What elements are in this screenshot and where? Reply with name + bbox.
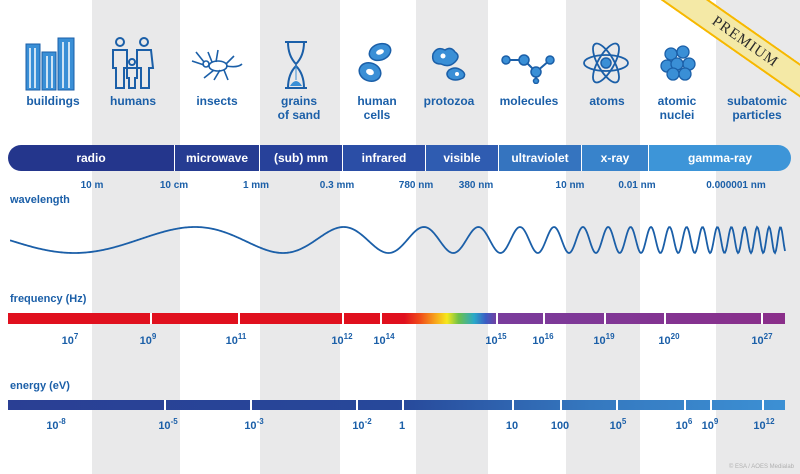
energy-bar-divider <box>560 400 562 410</box>
frequency-bar-divider <box>496 313 498 324</box>
frequency-label: 1020 <box>658 332 680 348</box>
frequency-label: 1014 <box>373 332 395 348</box>
band-sub-mm: (sub) mm <box>259 145 342 171</box>
energy-bar-divider <box>356 400 358 410</box>
band-radio: radio <box>8 145 174 171</box>
wavelength-tick: 1 mm <box>242 180 270 191</box>
nucleus-icon <box>660 45 696 81</box>
energy-bar-divider <box>512 400 514 410</box>
frequency-label: 1015 <box>485 332 507 348</box>
energy-bar-divider <box>684 400 686 410</box>
frequency-label: 1016 <box>532 332 554 348</box>
energy-label: 10-2 <box>352 417 372 433</box>
frequency-label: 1027 <box>751 332 773 348</box>
label-protozoa: protozoa <box>423 94 475 108</box>
energy-label: 10-8 <box>46 417 66 433</box>
wavelength-tick: 0.000001 nm <box>706 180 766 191</box>
energy-bar-divider <box>402 400 404 410</box>
energy-label: 106 <box>675 417 693 433</box>
energy-label: 1 <box>398 420 406 432</box>
energy-label: 1012 <box>753 417 775 433</box>
image-credit: © ESA / AOES Medialab <box>728 464 794 470</box>
wavelength-tick: 0.01 nm <box>618 180 656 191</box>
energy-label: 105 <box>609 417 627 433</box>
wavelength-wave <box>10 225 786 255</box>
wavelength-tick: 10 cm <box>159 180 189 191</box>
band-gamma-ray: gamma-ray <box>648 145 791 171</box>
frequency-title: frequency (Hz) <box>10 293 87 305</box>
band-ultraviolet: ultraviolet <box>498 145 581 171</box>
insect-icon <box>191 49 243 81</box>
frequency-bar-divider <box>543 313 545 324</box>
frequency-label: 1012 <box>331 332 353 348</box>
label-humans: humans <box>109 94 156 108</box>
energy-bar-divider <box>250 400 252 410</box>
frequency-bar-divider <box>238 313 240 324</box>
wavelength-tick: 780 nm <box>398 180 434 191</box>
protozoa-icon <box>431 47 466 81</box>
cells-icon <box>358 42 392 83</box>
band-microwave: microwave <box>174 145 259 171</box>
wavelength-tick: 380 nm <box>458 180 494 191</box>
label-grains-of-sand: grains of sand <box>277 94 321 122</box>
energy-bar-divider <box>164 400 166 410</box>
label-atoms: atoms <box>589 94 625 108</box>
label-subatomic-particles: subatomic particles <box>726 94 787 122</box>
wavelength-tick: 10 nm <box>555 180 585 191</box>
molecule-icon <box>501 54 555 84</box>
atom-icon <box>583 42 629 84</box>
label-molecules: molecules <box>499 94 559 108</box>
label-buildings: buildings <box>26 94 80 108</box>
band-visible: visible <box>425 145 498 171</box>
frequency-label: 109 <box>139 332 157 348</box>
energy-bar-divider <box>762 400 764 410</box>
frequency-bar-divider <box>380 313 382 324</box>
energy-label: 10-3 <box>244 417 264 433</box>
energy-title: energy (eV) <box>10 380 70 392</box>
band-x-ray: x-ray <box>581 145 648 171</box>
frequency-bar <box>8 313 785 324</box>
wavelength-title: wavelength <box>10 194 70 206</box>
frequency-bar-divider <box>150 313 152 324</box>
label-human-cells: human cells <box>357 94 397 122</box>
humans-icon <box>112 37 155 89</box>
wavelength-tick: 0.3 mm <box>319 180 355 191</box>
wavelength-tick: 10 m <box>80 180 104 191</box>
frequency-label: 1019 <box>593 332 615 348</box>
frequency-label: 107 <box>61 332 79 348</box>
label-insects: insects <box>196 94 238 108</box>
spectrum-band-bar: radio microwave (sub) mm infrared visibl… <box>8 145 791 171</box>
frequency-bar-divider <box>604 313 606 324</box>
energy-label: 109 <box>701 417 719 433</box>
label-atomic-nuclei: atomic nuclei <box>657 94 697 122</box>
frequency-bar-divider <box>664 313 666 324</box>
energy-label: 100 <box>550 420 570 432</box>
energy-label: 10 <box>505 420 519 432</box>
frequency-label: 1011 <box>225 332 247 348</box>
band-infrared: infrared <box>342 145 425 171</box>
frequency-bar-divider <box>761 313 763 324</box>
energy-label: 10-5 <box>158 417 178 433</box>
frequency-bar-divider <box>342 313 344 324</box>
energy-bar-divider <box>710 400 712 410</box>
hourglass-icon <box>285 41 307 89</box>
energy-bar-divider <box>616 400 618 410</box>
buildings-icon <box>25 37 75 91</box>
energy-bar <box>8 400 785 410</box>
